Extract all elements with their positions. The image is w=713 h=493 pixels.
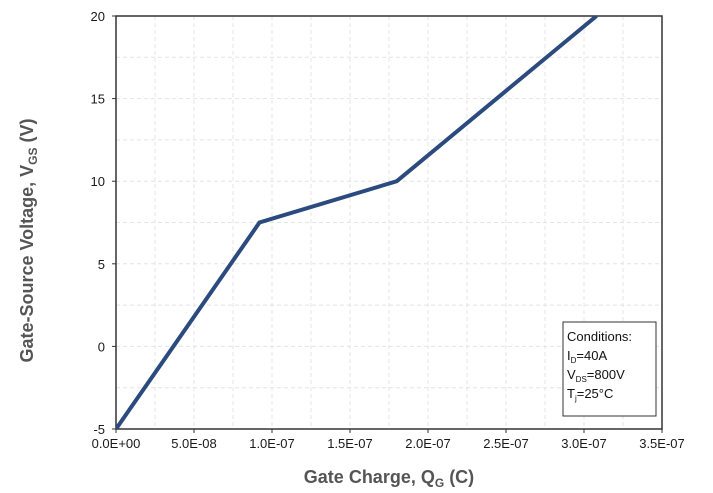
axis-layer: 0.0E+00 5.0E-08 1.0E-07 1.5E-07 2.0E-07 2.5E-… [91, 9, 685, 451]
x-tick-label: 5.0E-08 [171, 436, 217, 451]
conditions-box: Conditions: ID=40A VDS=800V Tj=25°C [562, 321, 657, 417]
condition-line: VDS=800V [567, 367, 625, 384]
grid-layer [116, 16, 662, 429]
axis-labels: Gate Charge, QG (C) Gate-Source Voltage, … [17, 118, 474, 490]
y-tick-label: 0 [98, 339, 105, 354]
x-axis-label: Gate Charge, QG (C) [304, 467, 474, 490]
x-tick-label: 1.5E-07 [327, 436, 373, 451]
x-tick-label: 2.0E-07 [405, 436, 451, 451]
y-tick-label: 10 [91, 174, 105, 189]
y-tick-label: 5 [98, 257, 105, 272]
x-tick-label: 1.0E-07 [249, 436, 295, 451]
conditions-box-frame [562, 321, 657, 417]
x-tick-label: 2.5E-07 [483, 436, 529, 451]
y-tick-label: 15 [91, 92, 105, 107]
condition-line: Tj=25°C [567, 386, 613, 403]
plot-frame [115, 15, 663, 430]
series-layer [116, 16, 598, 429]
y-tick-label: 20 [91, 9, 105, 24]
condition-line: ID=40A [567, 348, 607, 365]
series-line [116, 16, 598, 429]
y-tick-label: -5 [93, 422, 105, 437]
x-tick-label: 3.5E-07 [639, 436, 685, 451]
x-tick-label: 0.0E+00 [92, 436, 141, 451]
conditions-title: Conditions: [567, 329, 632, 344]
y-axis-label: Gate-Source Voltage, VGS (V) [17, 118, 40, 362]
x-tick-label: 3.0E-07 [561, 436, 607, 451]
